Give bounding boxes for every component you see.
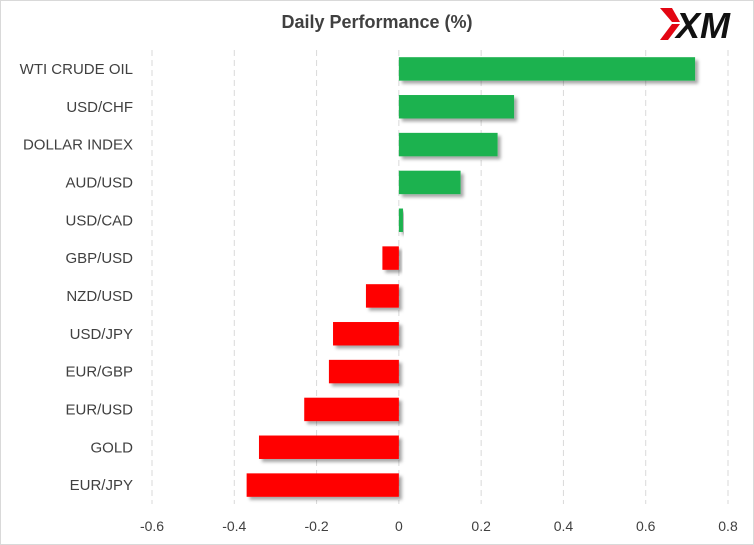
category-label: EUR/JPY [70, 477, 133, 494]
category-label: AUD/USD [65, 174, 133, 191]
x-tick-label: -0.6 [140, 518, 164, 534]
category-label: NZD/USD [66, 288, 133, 305]
x-tick-label: 0.8 [718, 518, 738, 534]
bar [398, 95, 515, 119]
bar [398, 57, 696, 81]
bar [304, 397, 399, 422]
category-label: USD/JPY [70, 326, 133, 343]
bar [333, 322, 399, 346]
x-tick-label: 0 [395, 518, 403, 534]
logo-text: XM [674, 5, 731, 44]
chart-title: Daily Performance (%) [281, 12, 473, 32]
category-label: GOLD [90, 439, 133, 456]
xm-logo: XM [660, 5, 731, 44]
bar [382, 246, 399, 270]
category-label: WTI CRUDE OIL [20, 61, 133, 78]
category-label: USD/CHF [66, 99, 133, 116]
bar [398, 170, 461, 195]
x-tick-label: 0.6 [636, 518, 656, 534]
bar [365, 284, 399, 308]
category-label: EUR/USD [65, 401, 133, 418]
bar [258, 435, 399, 459]
bar [246, 473, 399, 497]
x-tick-label: -0.2 [305, 518, 329, 534]
category-label: GBP/USD [65, 250, 133, 267]
category-label: USD/CAD [65, 212, 133, 229]
bar [328, 359, 399, 384]
x-tick-label: 0.2 [471, 518, 491, 534]
category-label: DOLLAR INDEX [23, 137, 133, 154]
x-tick-label: -0.4 [222, 518, 246, 534]
category-label: EUR/GBP [65, 364, 133, 381]
bar [398, 208, 403, 232]
bar [398, 132, 498, 157]
x-tick-label: 0.4 [554, 518, 574, 534]
